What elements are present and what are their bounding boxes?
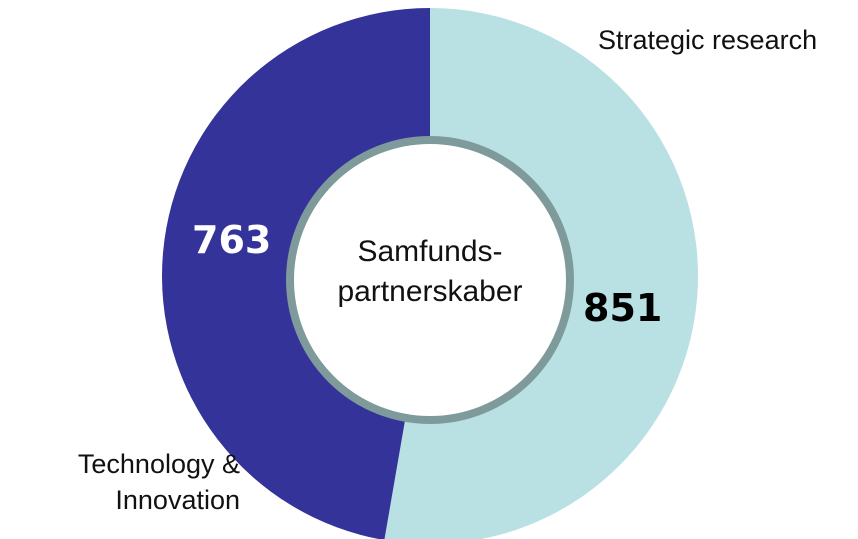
value-label: 763 (192, 218, 272, 262)
category-label: Strategic research (598, 25, 818, 55)
category-label: Technology & Innovation (77, 449, 240, 515)
donut-hole (286, 136, 574, 424)
center-label: Samfunds-partnerskaber (337, 235, 523, 308)
value-label: 851 (583, 286, 663, 330)
